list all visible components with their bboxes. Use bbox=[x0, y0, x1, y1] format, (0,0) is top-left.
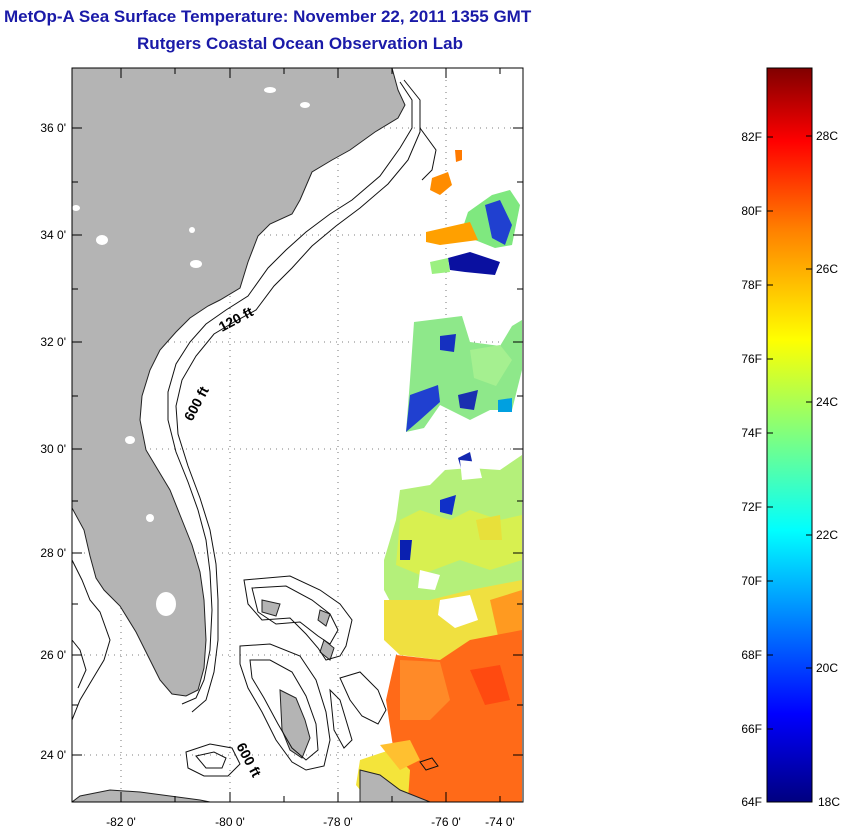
lon-label-80: -80 0' bbox=[215, 815, 245, 829]
lon-label-78: -78 0' bbox=[323, 815, 353, 829]
depth-contours bbox=[72, 79, 439, 777]
lon-label-74: -74 0' bbox=[485, 815, 515, 829]
lat-label-28: 28 0' bbox=[40, 546, 66, 560]
colorbar: 82F 80F 78F 76F 74F 72F 70F 68F 66F 64F … bbox=[741, 67, 840, 809]
lat-label-34: 34 0' bbox=[40, 228, 66, 242]
colorbar-gradient bbox=[766, 67, 813, 803]
colorbar-f-78: 78F bbox=[741, 278, 762, 292]
colorbar-c-22: 22C bbox=[816, 528, 838, 542]
lon-label-76: -76 0' bbox=[431, 815, 461, 829]
colorbar-c-26: 26C bbox=[816, 262, 838, 276]
map-ticks bbox=[72, 68, 523, 802]
colorbar-c-28: 28C bbox=[816, 129, 838, 143]
colorbar-c-24: 24C bbox=[816, 395, 838, 409]
sst-data bbox=[356, 150, 522, 802]
lat-label-32: 32 0' bbox=[40, 335, 66, 349]
lon-label-82: -82 0' bbox=[106, 815, 136, 829]
colorbar-c-20: 20C bbox=[816, 661, 838, 675]
lat-label-26: 26 0' bbox=[40, 648, 66, 662]
colorbar-f-64: 64F bbox=[741, 795, 762, 809]
colorbar-f-68: 68F bbox=[741, 648, 762, 662]
colorbar-f-74: 74F bbox=[741, 426, 762, 440]
colorbar-f-76: 76F bbox=[741, 352, 762, 366]
map-title: MetOp-A Sea Surface Temperature: Novembe… bbox=[4, 7, 532, 26]
colorbar-f-80: 80F bbox=[741, 204, 762, 218]
lat-label-24: 24 0' bbox=[40, 748, 66, 762]
map-frame bbox=[71, 67, 524, 803]
colorbar-c-18: 18C bbox=[818, 795, 840, 809]
lat-label-30: 30 0' bbox=[40, 442, 66, 456]
lat-label-36: 36 0' bbox=[40, 121, 66, 135]
map-area: 120 ft 600 ft 600 ft bbox=[72, 68, 523, 802]
colorbar-f-66: 66F bbox=[741, 722, 762, 736]
colorbar-f-70: 70F bbox=[741, 574, 762, 588]
map-subtitle: Rutgers Coastal Ocean Observation Lab bbox=[137, 34, 463, 53]
colorbar-f-82: 82F bbox=[741, 130, 762, 144]
colorbar-f-72: 72F bbox=[741, 500, 762, 514]
lakes bbox=[72, 87, 310, 616]
